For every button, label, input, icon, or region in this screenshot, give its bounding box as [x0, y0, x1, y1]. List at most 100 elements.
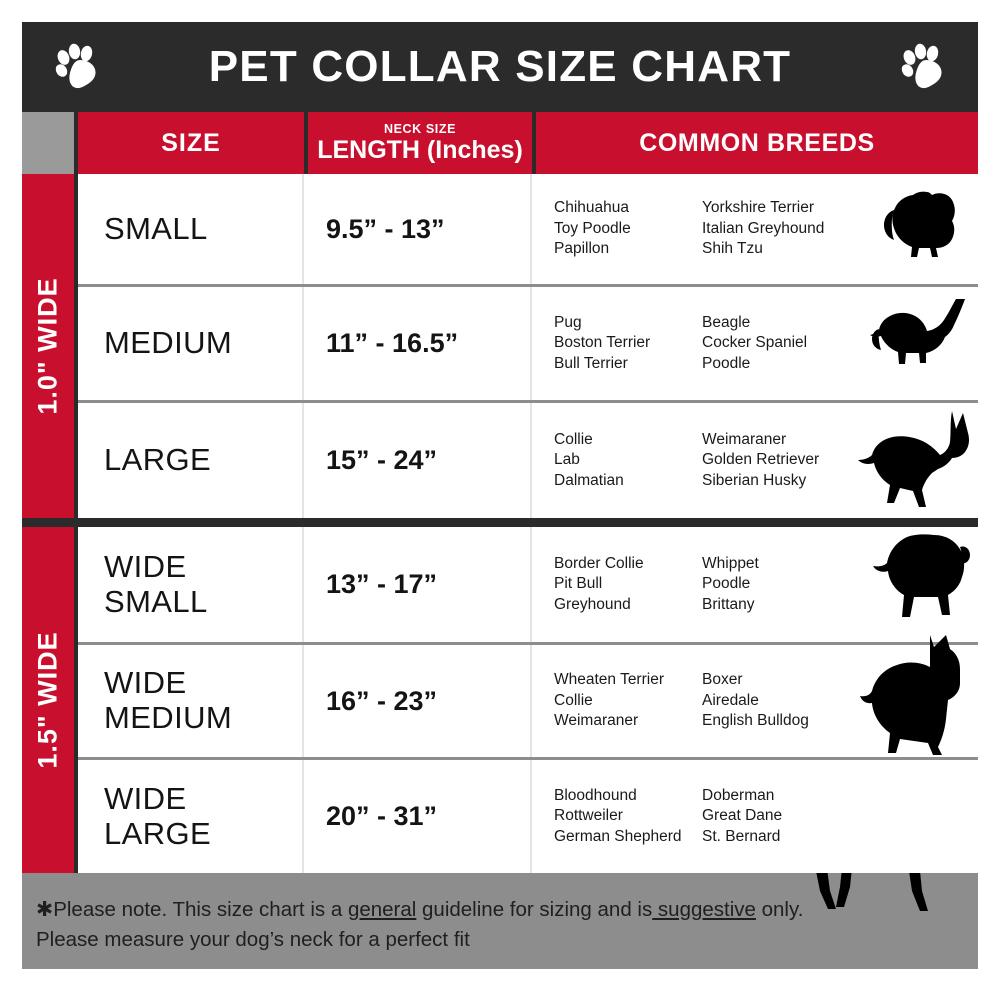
size-label: MEDIUM	[104, 325, 233, 361]
breed-item: Boston Terrier	[554, 334, 651, 352]
cell-size: WIDE SMALL	[78, 527, 304, 642]
section-band-one-point-five-inch: 1.5" WIDE	[22, 527, 78, 873]
disclaimer-text-part-1: Please note. This size chart is a	[53, 898, 348, 921]
size-label: WIDE LARGE	[104, 780, 212, 851]
cell-breeds: Bloodhound Rottweiler German Shepherd Do…	[532, 760, 978, 873]
asterisk-icon: ✱	[36, 898, 54, 921]
breed-column-b: Yorkshire Terrier Italian Greyhound Shih…	[702, 198, 852, 260]
cell-size: WIDE LARGE	[78, 760, 304, 873]
column-header-breeds: COMMON BREEDS	[536, 112, 978, 174]
paw-print-icon	[50, 40, 104, 94]
disclaimer-line-1: ✱Please note. This size chart is a gener…	[36, 895, 960, 925]
breed-item: Brittany	[702, 595, 755, 613]
length-value: 11” - 16.5”	[326, 328, 459, 358]
chart-footer-disclaimer: ✱Please note. This size chart is a gener…	[22, 873, 978, 969]
disclaimer-line-2: Please measure your dog’s neck for a per…	[36, 927, 470, 951]
cell-breeds: Border Collie Pit Bull Greyhound Whippet…	[532, 527, 978, 642]
breed-item: Pit Bull	[554, 575, 603, 593]
beagle-dog-silhouette-icon	[862, 297, 974, 383]
column-header-length: NECK SIZE LENGTH (Inches)	[308, 112, 536, 174]
header-corner-cell	[22, 112, 78, 174]
breed-column-b: Beagle Cocker Spaniel Poodle	[702, 313, 852, 375]
column-header-size: SIZE	[78, 112, 308, 174]
length-value: 13” - 17”	[326, 569, 438, 599]
size-label-line2: LARGE	[104, 815, 212, 851]
breed-column-b: Weimaraner Golden Retriever Siberian Hus…	[702, 430, 852, 492]
disclaimer-underlined-general: general	[347, 898, 417, 921]
breed-item: Great Dane	[702, 807, 783, 825]
breed-item: Poodle	[702, 354, 751, 372]
section-rows: SMALL 9.5” - 13” Chihuahua Toy Poodle Pa…	[78, 174, 978, 518]
table-row[interactable]: SMALL 9.5” - 13” Chihuahua Toy Poodle Pa…	[78, 174, 978, 284]
size-label: SMALL	[104, 210, 208, 246]
breed-item: Chihuahua	[554, 199, 629, 217]
breed-item: Collie	[554, 430, 593, 448]
bulldog-silhouette-icon	[864, 533, 972, 637]
breed-item: English Bulldog	[702, 712, 809, 730]
table-row[interactable]: WIDE LARGE 20” - 31” Bloodhound Rottweil…	[78, 757, 978, 873]
breed-column-a: Chihuahua Toy Poodle Papillon	[554, 198, 702, 260]
length-value: 16” - 23”	[326, 685, 438, 716]
boxer-dog-silhouette-icon	[860, 633, 976, 759]
cell-size: SMALL	[78, 174, 304, 284]
breed-item: Airedale	[702, 691, 759, 709]
shepherd-dog-silhouette-icon	[856, 407, 978, 517]
section-rows: WIDE SMALL 13” - 17” Border Collie Pit B…	[78, 527, 978, 873]
breed-item: Lab	[554, 451, 580, 469]
breed-item: Yorkshire Terrier	[702, 199, 814, 217]
breed-item: Siberian Husky	[702, 471, 807, 489]
table-row[interactable]: LARGE 15” - 24” Collie Lab Dalmatian Wei…	[78, 400, 978, 518]
breed-column-b: Doberman Great Dane St. Bernard	[702, 786, 852, 848]
disclaimer-text-part-3: only.	[755, 898, 804, 921]
table-row[interactable]: WIDE MEDIUM 16” - 23” Wheaten Terrier Co…	[78, 635, 978, 757]
small-fluffy-dog-silhouette-icon	[872, 188, 964, 268]
cell-breeds: Wheaten Terrier Collie Weimaraner Boxer …	[532, 635, 978, 757]
breed-column-a: Wheaten Terrier Collie Weimaraner	[554, 670, 702, 732]
breed-item: Pug	[554, 313, 582, 331]
pet-collar-size-chart: PET COLLAR SIZE CHART SIZE NECK SIZE LEN…	[22, 22, 978, 978]
column-header-length-label: LENGTH (Inches)	[317, 135, 523, 164]
cell-length: 11” - 16.5”	[304, 287, 532, 400]
breed-item: Papillon	[554, 240, 610, 258]
length-value: 20” - 31”	[326, 801, 438, 831]
breed-item: Bloodhound	[554, 786, 637, 804]
breed-item: St. Bernard	[702, 827, 781, 845]
breed-item: Rottweiler	[554, 807, 623, 825]
paw-print-icon	[896, 40, 950, 94]
section-one-inch-wide: 1.0" WIDE SMALL 9.5” - 13” Chihuahua Toy…	[22, 174, 978, 518]
chart-header-banner: PET COLLAR SIZE CHART	[22, 22, 978, 112]
section-band-label: 1.0" WIDE	[32, 277, 63, 415]
disclaimer-text-part-2: guideline for sizing and is	[416, 898, 653, 921]
table-row[interactable]: WIDE SMALL 13” - 17” Border Collie Pit B…	[78, 527, 978, 642]
breed-item: Golden Retriever	[702, 451, 820, 469]
size-label-line1: WIDE	[104, 665, 187, 701]
breed-item: Boxer	[702, 671, 743, 689]
cell-length: 15” - 24”	[304, 403, 532, 518]
breed-item: Weimaraner	[702, 430, 787, 448]
breed-item: Italian Greyhound	[702, 219, 825, 237]
cell-length: 13” - 17”	[304, 527, 532, 642]
breed-item: Doberman	[702, 786, 775, 804]
column-header-size-label: SIZE	[161, 128, 221, 157]
breed-item: Greyhound	[554, 595, 631, 613]
breed-column-a: Pug Boston Terrier Bull Terrier	[554, 313, 702, 375]
cell-length: 9.5” - 13”	[304, 174, 532, 284]
breed-item: Beagle	[702, 313, 751, 331]
cell-length: 16” - 23”	[304, 645, 532, 757]
breed-item: Dalmatian	[554, 471, 624, 489]
breed-item: Cocker Spaniel	[702, 334, 808, 352]
size-label: LARGE	[104, 442, 212, 478]
cell-size: LARGE	[78, 403, 304, 518]
breed-column-a: Collie Lab Dalmatian	[554, 430, 702, 492]
page-title: PET COLLAR SIZE CHART	[208, 42, 792, 91]
breed-item: Wheaten Terrier	[554, 671, 664, 689]
cell-breeds: Collie Lab Dalmatian Weimaraner Golden R…	[532, 403, 978, 518]
size-label-line1: WIDE	[104, 780, 187, 816]
size-label-line2: MEDIUM	[104, 700, 233, 735]
breed-item: Bull Terrier	[554, 354, 628, 372]
column-header-breeds-label: COMMON BREEDS	[639, 128, 875, 157]
size-label: WIDE SMALL	[104, 549, 208, 619]
table-header-row: SIZE NECK SIZE LENGTH (Inches) COMMON BR…	[22, 112, 978, 174]
table-row[interactable]: MEDIUM 11” - 16.5” Pug Boston Terrier Bu…	[78, 284, 978, 400]
breed-column-a: Border Collie Pit Bull Greyhound	[554, 554, 702, 616]
